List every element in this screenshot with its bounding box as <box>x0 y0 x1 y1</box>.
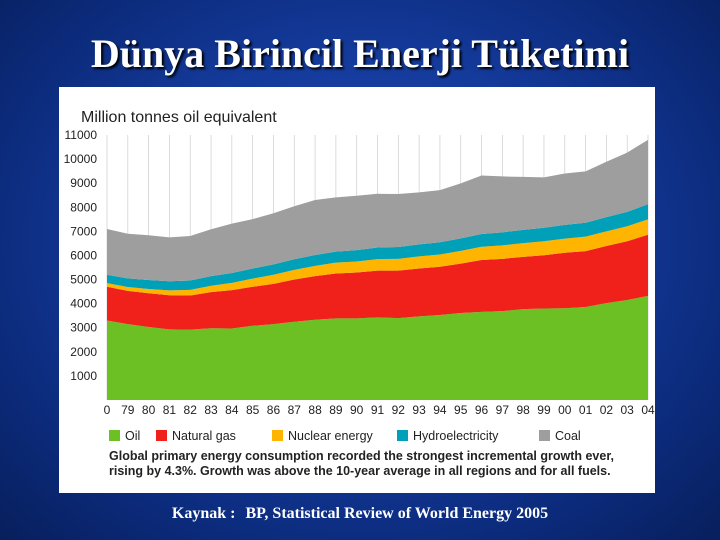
legend-swatch-nuclear-energy <box>272 430 283 441</box>
legend-label-oil: Oil <box>125 429 140 443</box>
stacked-area-chart: Million tonnes oil equivalent 1000 2000 30… <box>64 109 655 443</box>
legend-label-nuclear-energy: Nuclear energy <box>288 429 374 443</box>
y-axis-unit-label: Million tonnes oil equivalent <box>81 109 277 126</box>
x-tick-label-03: 03 <box>621 403 635 417</box>
x-tick-label-93: 93 <box>412 403 426 417</box>
legend-swatch-coal <box>539 430 550 441</box>
x-tick-label-0: 0 <box>104 403 111 417</box>
y-tick-label-10000: 10000 <box>64 152 98 166</box>
area-natural-gas <box>107 234 648 330</box>
x-tick-label-87: 87 <box>288 403 302 417</box>
x-tick-label-02: 02 <box>600 403 614 417</box>
source-line: Kaynak : BP, Statistical Review of World … <box>0 505 720 523</box>
legend-swatch-hydroelectricity <box>397 430 408 441</box>
legend: Oil Natural gas Nuclear energy Hydroelectri… <box>109 429 581 443</box>
chart-annotation: Global primary energy consumption record… <box>109 449 614 478</box>
y-tick-label-3000: 3000 <box>70 321 97 335</box>
source-text: BP, Statistical Review of World Energy 2… <box>245 505 549 522</box>
y-tick-label-7000: 7000 <box>70 224 97 238</box>
x-tick-label-80: 80 <box>142 403 156 417</box>
x-tick-label-82: 82 <box>184 403 198 417</box>
x-tick-label-96: 96 <box>475 403 489 417</box>
legend-swatch-natural-gas <box>156 430 167 441</box>
x-tick-label-89: 89 <box>329 403 343 417</box>
x-tick-label-90: 90 <box>350 403 364 417</box>
x-tick-label-84: 84 <box>225 403 239 417</box>
x-tick-label-99: 99 <box>537 403 551 417</box>
x-tick-label-92: 92 <box>392 403 406 417</box>
source-label: Kaynak : <box>171 505 236 522</box>
area-series-group <box>107 139 648 400</box>
x-tick-labels: 0 79 80 81 82 83 84 85 86 87 88 89 90 91 92 93 94 95 96 97 9… <box>104 403 655 417</box>
x-tick-label-83: 83 <box>204 403 218 417</box>
area-hydroelectricity <box>107 204 648 291</box>
y-tick-label-5000: 5000 <box>70 273 97 287</box>
x-tick-label-79: 79 <box>121 403 135 417</box>
x-tick-label-86: 86 <box>267 403 281 417</box>
y-tick-label-2000: 2000 <box>70 345 97 359</box>
x-tick-label-98: 98 <box>516 403 530 417</box>
x-tick-label-00: 00 <box>558 403 572 417</box>
slide-title: Dünya Birincil Enerji Tüketimi <box>90 31 630 76</box>
y-tick-label-4000: 4000 <box>70 297 97 311</box>
y-tick-label-11000: 11000 <box>65 128 98 142</box>
y-tick-label-6000: 6000 <box>70 248 97 262</box>
legend-swatch-oil <box>109 430 120 441</box>
area-oil <box>107 295 648 400</box>
y-tick-label-1000: 1000 <box>70 369 97 383</box>
legend-label-hydroelectricity: Hydroelectricity <box>413 429 499 443</box>
x-tick-label-88: 88 <box>308 403 322 417</box>
y-tick-labels: 1000 2000 3000 4000 5000 6000 7000 8000 9000 1000… <box>64 128 98 383</box>
y-tick-label-9000: 9000 <box>70 176 97 190</box>
x-tick-label-81: 81 <box>163 403 177 417</box>
chart-panel: Million tonnes oil equivalent 1000 2000 30… <box>59 87 655 493</box>
x-tick-label-01: 01 <box>579 403 593 417</box>
legend-label-natural-gas: Natural gas <box>172 429 236 443</box>
x-tick-label-04: 04 <box>641 403 655 417</box>
x-tick-label-85: 85 <box>246 403 260 417</box>
area-coal <box>107 139 648 282</box>
y-tick-label-8000: 8000 <box>70 200 97 214</box>
x-tick-label-97: 97 <box>496 403 510 417</box>
legend-label-coal: Coal <box>555 429 581 443</box>
x-tick-label-95: 95 <box>454 403 468 417</box>
x-tick-label-91: 91 <box>371 403 385 417</box>
x-tick-label-94: 94 <box>433 403 447 417</box>
